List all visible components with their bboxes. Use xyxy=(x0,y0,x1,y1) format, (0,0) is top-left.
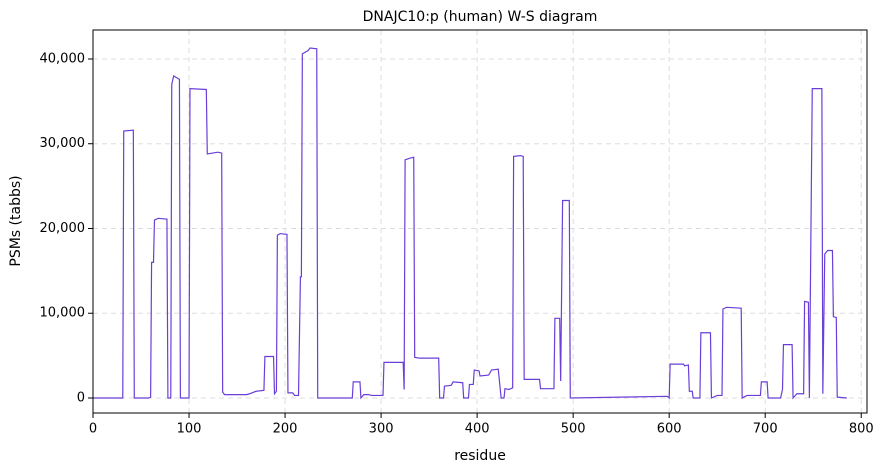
plot-frame xyxy=(92,29,868,414)
x-tick-label: 0 xyxy=(89,422,97,437)
y-tick-label: 30,000 xyxy=(40,136,86,151)
x-tick-label: 100 xyxy=(177,422,202,437)
y-tick-label: 40,000 xyxy=(40,51,86,66)
y-tick-label: 20,000 xyxy=(40,221,86,236)
x-tick-label: 200 xyxy=(273,422,298,437)
x-axis-label: residue xyxy=(454,448,506,464)
y-axis-label: PSMs (tabbs) xyxy=(8,175,24,266)
chart-title: DNAJC10:p (human) W-S diagram xyxy=(363,9,598,25)
y-tick-label: 10,000 xyxy=(40,306,86,321)
x-tick-label: 400 xyxy=(465,422,490,437)
data-line xyxy=(93,47,847,400)
x-tick-label: 600 xyxy=(657,422,682,437)
y-tick-label: 0 xyxy=(77,390,85,405)
x-tick-label: 700 xyxy=(753,422,778,437)
x-tick-label: 800 xyxy=(849,422,874,437)
x-tick-label: 500 xyxy=(561,422,586,437)
x-tick-label: 300 xyxy=(369,422,394,437)
